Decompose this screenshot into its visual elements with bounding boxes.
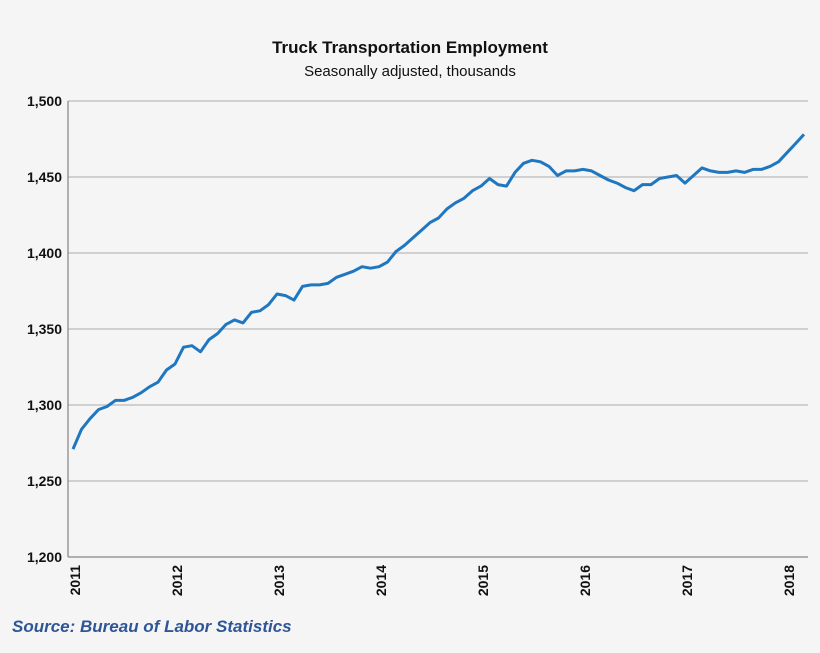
x-tick-label: 2014 bbox=[373, 565, 389, 596]
y-tick-label: 1,500 bbox=[27, 93, 62, 109]
x-tick-label: 2013 bbox=[271, 565, 287, 596]
x-tick-label: 2012 bbox=[169, 565, 185, 596]
source-note: Source: Bureau of Labor Statistics bbox=[12, 617, 292, 636]
x-tick-label: 2017 bbox=[679, 565, 695, 596]
series-line bbox=[71, 133, 806, 450]
y-tick-label: 1,350 bbox=[27, 321, 62, 337]
y-tick-label: 1,400 bbox=[27, 245, 62, 261]
x-tick-label: 2011 bbox=[67, 565, 83, 596]
x-tick-label: 2015 bbox=[475, 565, 491, 596]
y-tick-label: 1,300 bbox=[27, 397, 62, 413]
chart-title: Truck Transportation Employment bbox=[272, 38, 548, 57]
y-tick-label: 1,250 bbox=[27, 473, 62, 489]
x-tick-label: 2016 bbox=[577, 565, 593, 596]
chart-subtitle: Seasonally adjusted, thousands bbox=[304, 63, 516, 80]
x-tick-label: 2018 bbox=[781, 565, 797, 596]
y-tick-label: 1,450 bbox=[27, 169, 62, 185]
y-tick-label: 1,200 bbox=[27, 549, 62, 565]
